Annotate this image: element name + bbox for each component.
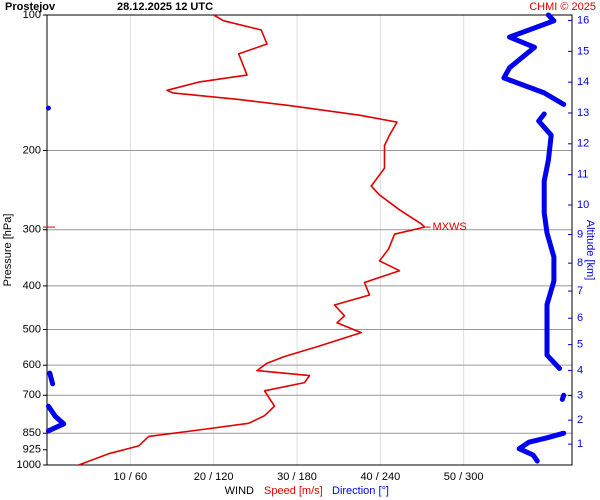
speed-line — [77, 14, 426, 466]
y-tick-label: 100 — [23, 9, 41, 21]
x-tick-label: 10 / 60 — [114, 471, 148, 483]
y2-tick-label: 4 — [577, 364, 583, 376]
y-tick-label: 500 — [23, 323, 41, 335]
station: Prostejov — [5, 1, 56, 13]
y2-label: Altitude [km] — [584, 220, 596, 281]
y2-tick-label: 10 — [577, 199, 589, 211]
y-tick-label: 400 — [23, 280, 41, 292]
y2-tick-label: 9 — [577, 228, 583, 240]
y-tick-label: 925 — [23, 444, 41, 456]
y2-tick-label: 12 — [577, 138, 589, 150]
y2-tick-label: 5 — [577, 339, 583, 351]
y2-tick-label: 11 — [577, 169, 588, 181]
y-tick-label: 1000 — [17, 459, 41, 471]
legend-speed: Speed [m/s] — [264, 485, 323, 497]
y2-tick-label: 16 — [577, 14, 589, 26]
y2-tick-label: 8 — [577, 257, 583, 269]
direction-line — [45, 12, 567, 464]
date: 28.12.2025 12 UTC — [117, 1, 213, 13]
y2-tick-label: 3 — [577, 390, 583, 402]
x-tick-label: 40 / 240 — [360, 471, 400, 483]
x-tick-label: 50 / 300 — [444, 471, 484, 483]
mxws-label: MXWS — [433, 221, 467, 233]
x-tick-label: 20 / 120 — [194, 471, 234, 483]
y-tick-label: 700 — [23, 389, 41, 401]
credit: CHMI © 2025 — [529, 1, 596, 13]
y2-tick-label: 6 — [577, 312, 583, 324]
y-tick-label: 200 — [23, 144, 41, 156]
y2-tick-label: 13 — [577, 107, 589, 119]
x-label: WIND — [225, 485, 254, 497]
plot-frame — [46, 14, 573, 466]
y-tick-label: 600 — [23, 359, 41, 371]
y2-tick-label: 2 — [577, 414, 583, 426]
y2-tick-label: 1 — [577, 438, 583, 450]
y2-tick-label: 15 — [577, 45, 589, 57]
x-tick-label: 30 / 180 — [277, 471, 317, 483]
y-tick-label: 300 — [23, 224, 41, 236]
legend-direction: Direction [°] — [332, 485, 389, 497]
y2-tick-label: 7 — [577, 285, 583, 297]
y-label: Pressure [hPa] — [2, 214, 14, 287]
y-tick-label: 850 — [23, 427, 41, 439]
y2-tick-label: 14 — [577, 76, 589, 88]
